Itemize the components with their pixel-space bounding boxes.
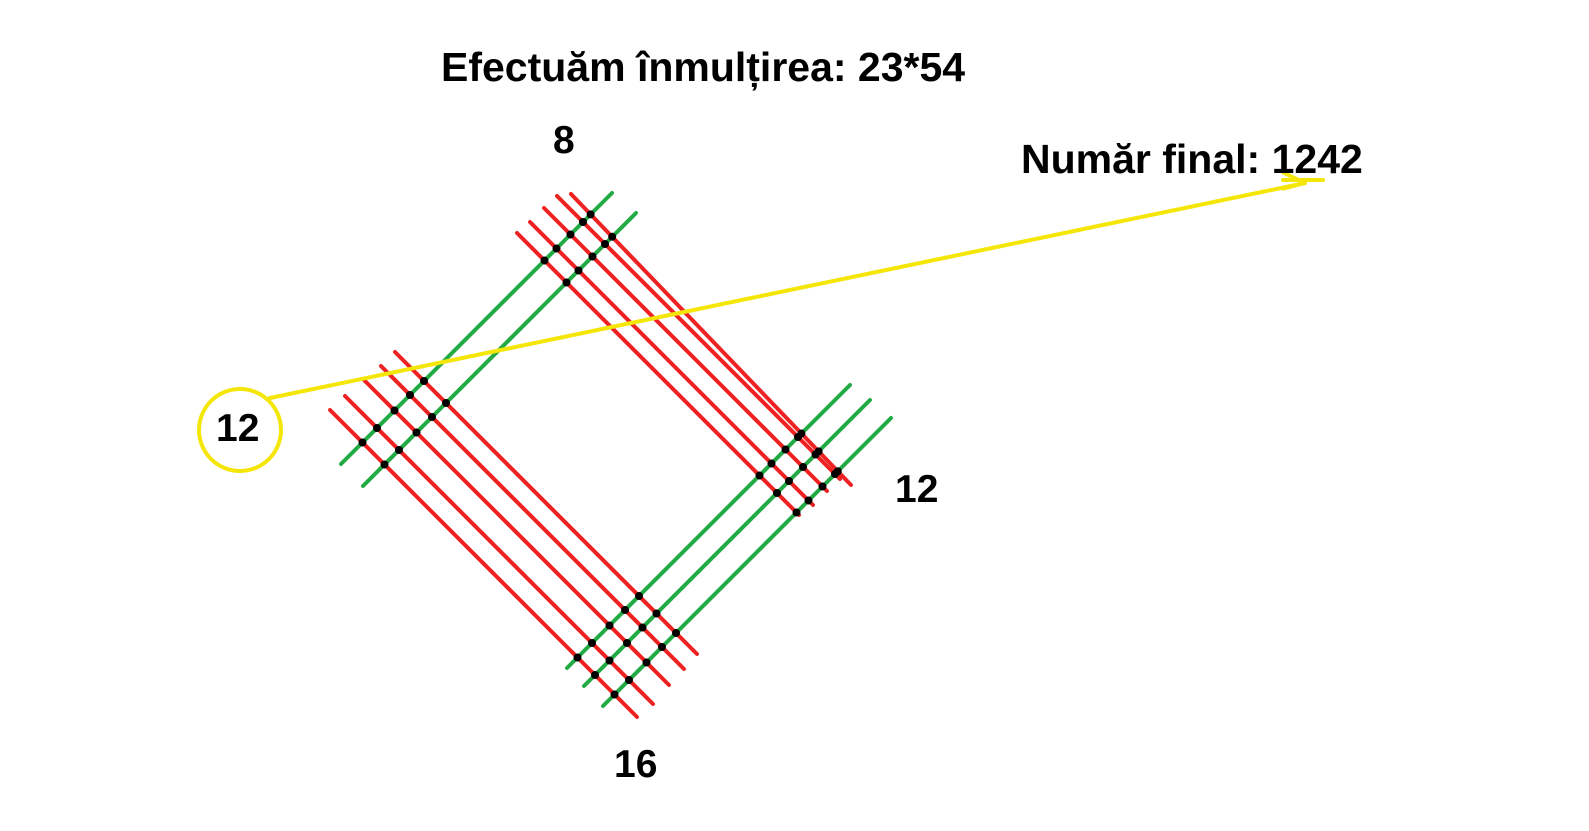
intersection-dot (540, 256, 549, 265)
intersection-dot (785, 477, 793, 485)
intersection-dot (395, 446, 403, 454)
intersection-dot (420, 377, 428, 385)
intersection-dot (635, 592, 643, 600)
final-result: Număr final: 1242 (1021, 136, 1363, 182)
right-intersection-count: 12 (895, 468, 939, 511)
intersection-dot (792, 508, 801, 517)
intersection-dot (442, 399, 450, 407)
intersection-dot (797, 429, 806, 438)
intersection-dot (625, 676, 633, 684)
intersection-dot (566, 230, 575, 239)
intersection-dot (833, 467, 842, 476)
intersection-dot (773, 489, 781, 497)
intersection-dot (608, 232, 617, 241)
intersection-dot (658, 643, 666, 651)
highlight-arrow-line (268, 181, 1307, 400)
bottom-intersection-count: 16 (614, 743, 658, 786)
intersection-dot (562, 278, 571, 287)
green-line-units-3 (601, 416, 893, 708)
top-intersection-count: 8 (553, 119, 575, 162)
intersection-dot (574, 266, 583, 275)
intersection-dot (767, 459, 776, 468)
intersection-dot (605, 656, 614, 665)
intersection-dot (588, 639, 596, 647)
intersection-dot (552, 244, 561, 253)
intersection-dot (428, 413, 436, 421)
intersection-dot (380, 460, 389, 469)
intersection-dot (781, 445, 790, 454)
red-lines (328, 192, 853, 719)
red-line-units-3 (362, 378, 671, 687)
red-line-tens-5 (569, 192, 853, 487)
intersection-dot (390, 406, 399, 415)
intersection-dot (373, 424, 381, 432)
red-line-units-1 (328, 408, 639, 719)
intersection-dot (672, 629, 680, 637)
intersection-dot (814, 447, 823, 456)
intersection-dot (586, 210, 595, 219)
red-line-units-5 (393, 350, 699, 656)
intersection-dot (755, 471, 764, 480)
green-line-tens-1 (339, 191, 614, 466)
intersection-dot (610, 690, 619, 699)
intersection-dot (799, 463, 807, 471)
intersection-dot (621, 606, 629, 614)
intersection-dots (358, 210, 842, 699)
intersection-dot (818, 482, 827, 491)
left-intersection-count: 12 (216, 407, 260, 450)
intersection-dot (601, 240, 609, 248)
intersection-dot (573, 653, 582, 662)
highlight-annotation (197, 170, 1325, 473)
intersection-dot (642, 658, 651, 667)
highlight-circle (197, 387, 283, 473)
highlight-arrow-head (1281, 170, 1307, 191)
intersection-dot (623, 639, 631, 647)
intersection-dot (804, 496, 813, 505)
intersection-dot (638, 623, 647, 632)
intersection-dot (412, 428, 421, 437)
red-line-units-4 (379, 364, 686, 671)
intersection-dot (591, 671, 599, 679)
intersection-dot (605, 621, 614, 630)
intersection-dot (652, 609, 661, 618)
intersection-dot (358, 438, 367, 447)
page-title: Efectuăm înmulțirea: 23*54 (441, 44, 966, 90)
intersection-dot (588, 252, 597, 261)
green-line-units-2 (582, 398, 872, 688)
intersection-dot (579, 218, 587, 226)
intersection-dot (406, 391, 414, 399)
